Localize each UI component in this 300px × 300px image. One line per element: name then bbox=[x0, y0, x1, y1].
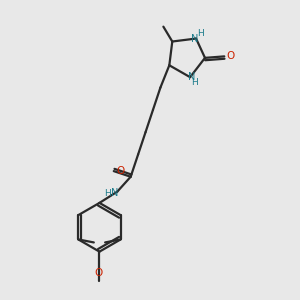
Text: O: O bbox=[94, 268, 102, 278]
Text: O: O bbox=[116, 166, 124, 176]
Text: O: O bbox=[226, 51, 234, 61]
Text: N: N bbox=[111, 188, 118, 198]
Text: N: N bbox=[188, 72, 195, 82]
Text: H: H bbox=[104, 189, 111, 198]
Text: H: H bbox=[197, 29, 204, 38]
Text: H: H bbox=[191, 78, 198, 87]
Text: N: N bbox=[191, 34, 198, 44]
